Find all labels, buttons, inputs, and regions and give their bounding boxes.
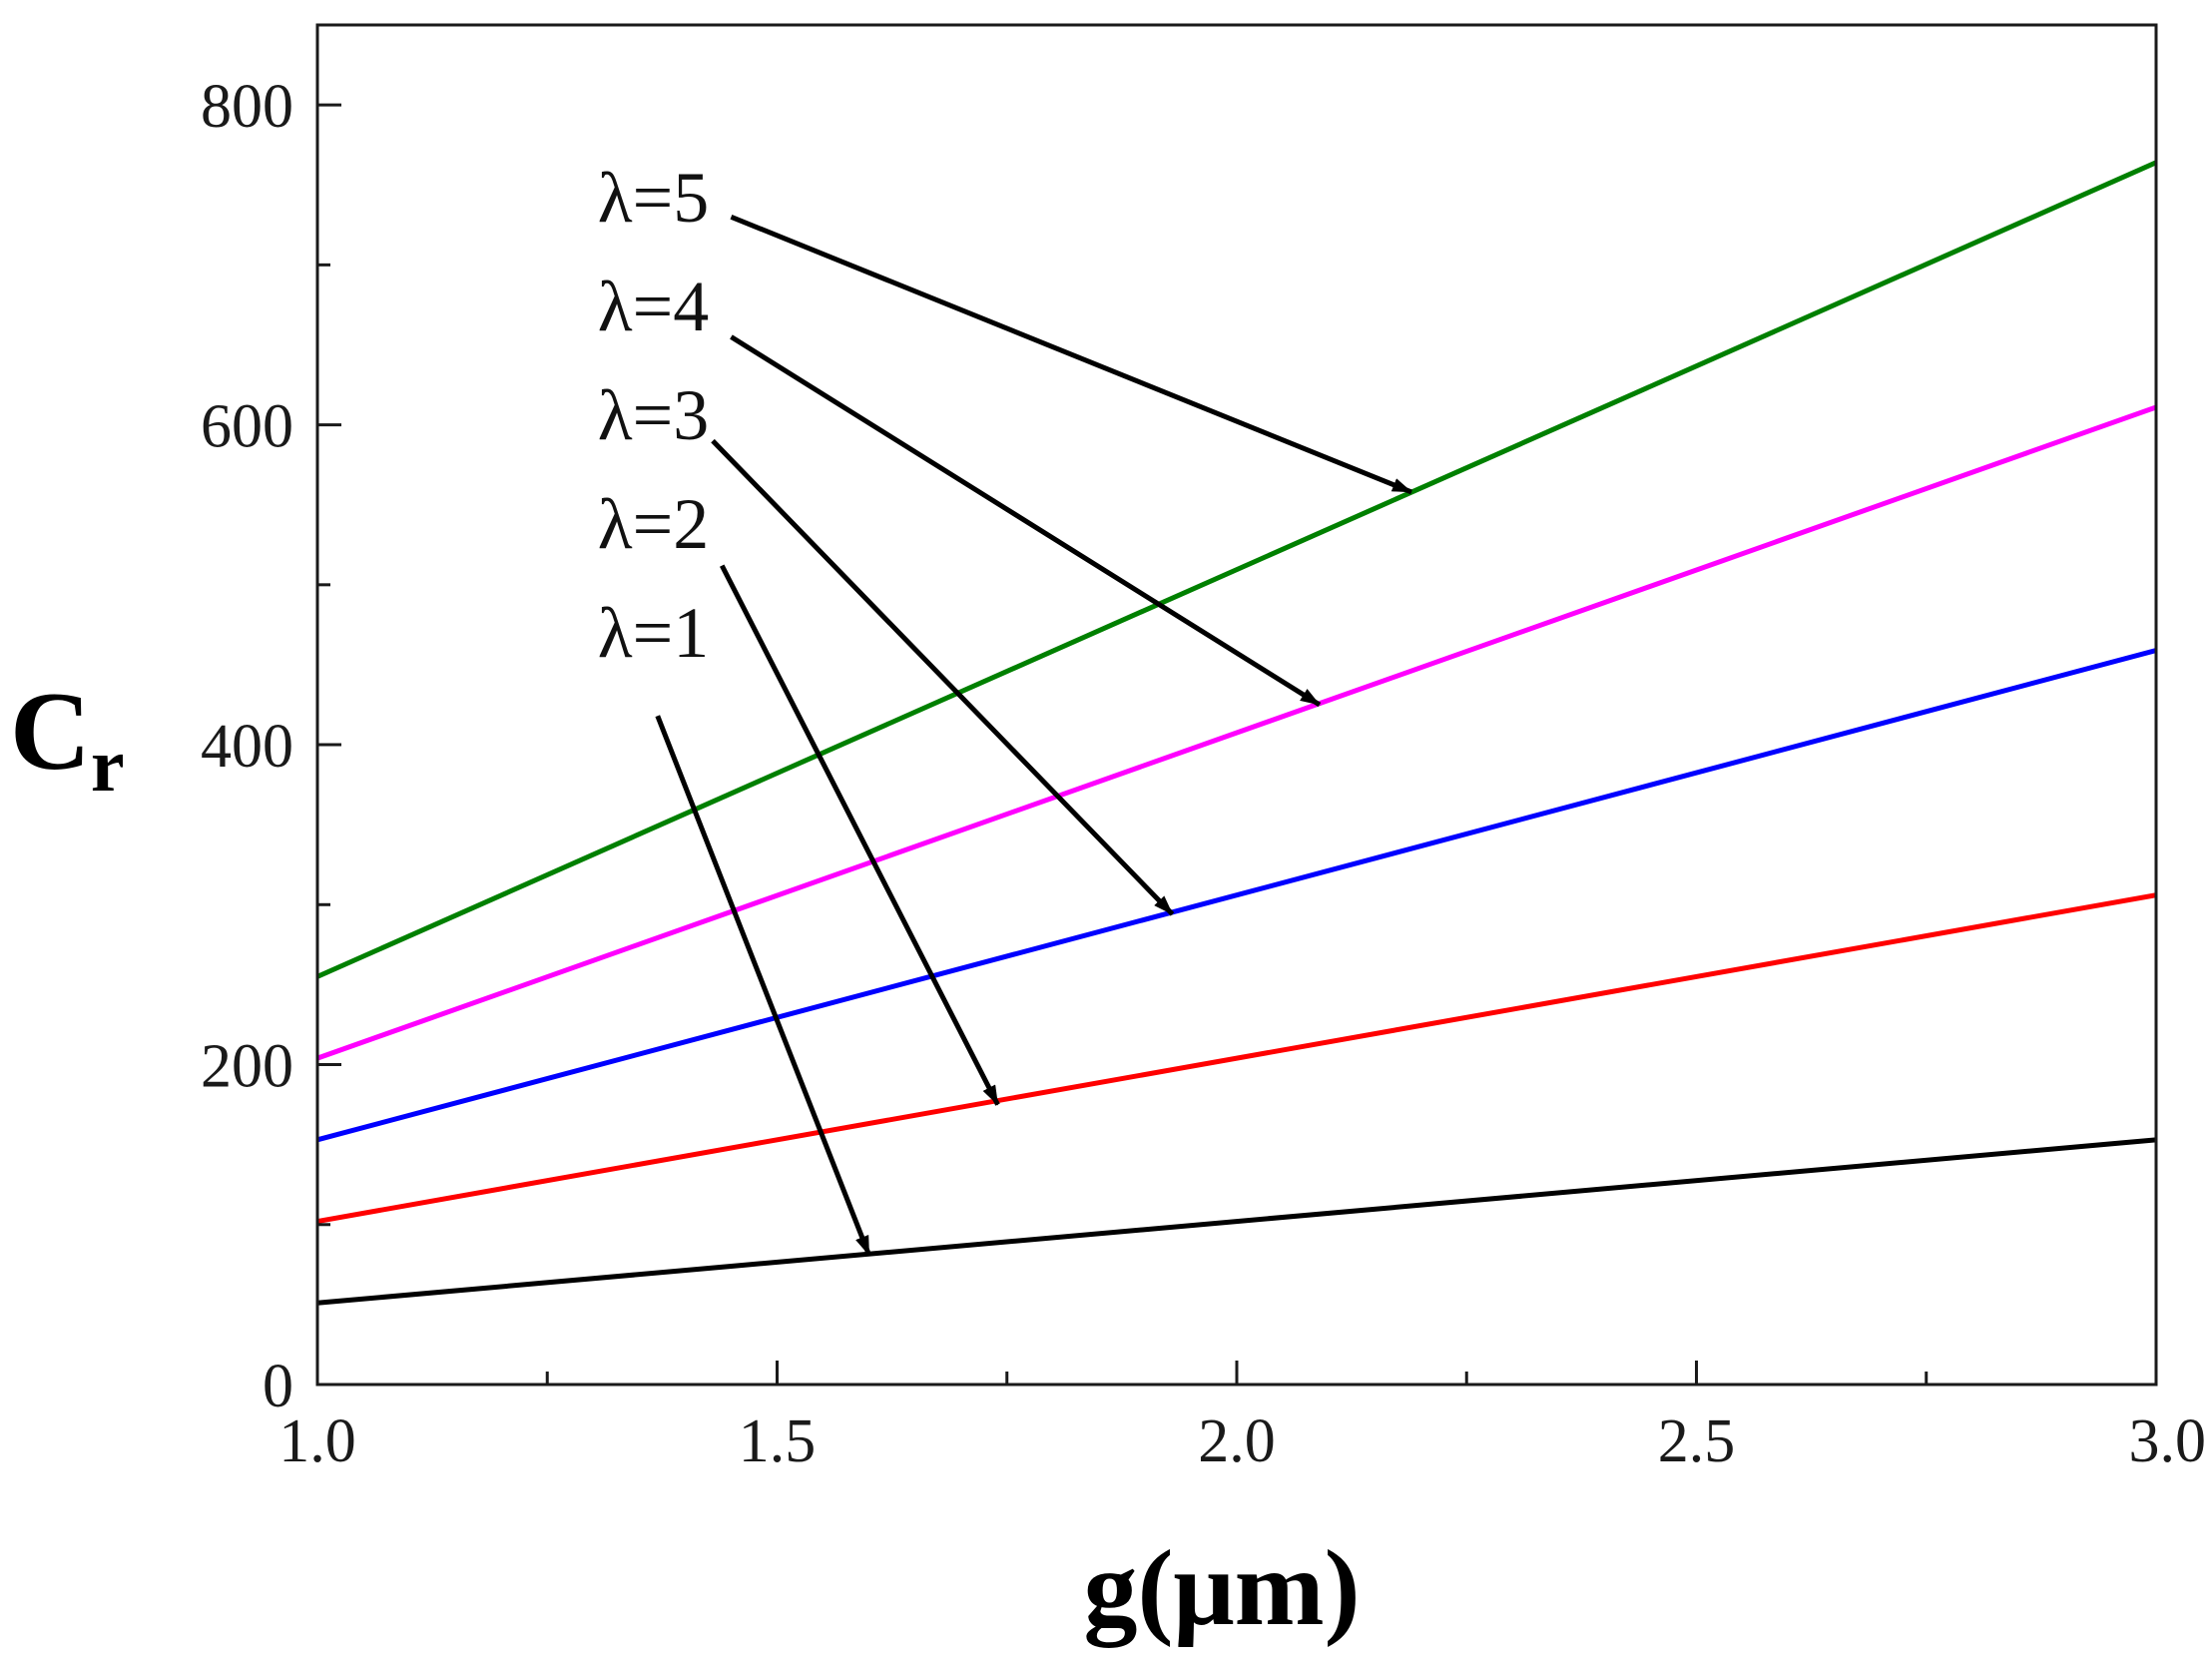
x-axis-title: g(μm) — [1083, 1529, 1360, 1648]
annotation-label: λ=4 — [598, 267, 710, 346]
series-line-3 — [316, 648, 2157, 1143]
plot-lines — [315, 160, 2158, 1306]
y-tick-label: 600 — [201, 393, 293, 461]
y-axis: 0 200 400 600 800 — [201, 73, 341, 1420]
annotation-arrow — [655, 715, 871, 1257]
x-axis: 1.0 1.5 2.0 2.5 3.0 — [278, 1361, 2206, 1475]
series-line-5 — [315, 160, 2158, 979]
series-line-1 — [316, 1137, 2157, 1306]
y-tick-label: 800 — [201, 73, 293, 141]
annotation-label: λ=1 — [598, 593, 710, 673]
annotations: λ=1 λ=2 λ=3 λ=4 λ=5 — [598, 158, 1412, 1257]
annotation-label: λ=3 — [598, 375, 710, 455]
x-tick-label: 3.0 — [2129, 1407, 2207, 1475]
annotation-label: λ=5 — [598, 158, 710, 238]
annotation-arrow — [720, 564, 1000, 1106]
annotation-arrow — [711, 438, 1175, 916]
x-tick-label: 1.0 — [278, 1407, 356, 1475]
plot-frame — [315, 23, 2158, 1387]
series-line-4 — [316, 404, 2157, 1061]
y-axis-title: Cr — [10, 670, 125, 808]
y-axis-title-subscript: r — [91, 724, 125, 808]
y-tick-label: 200 — [201, 1033, 293, 1101]
series-line-2 — [316, 892, 2157, 1225]
annotation-arrow — [730, 334, 1322, 708]
annotation-arrow — [730, 214, 1412, 495]
y-tick-label: 0 — [263, 1353, 293, 1420]
annotation-label: λ=2 — [598, 484, 710, 564]
x-tick-label: 2.5 — [1658, 1407, 1736, 1475]
y-axis-title-main: C — [10, 670, 91, 794]
y-tick-label: 400 — [201, 713, 293, 781]
x-tick-label: 2.0 — [1198, 1407, 1276, 1475]
x-tick-label: 1.5 — [739, 1407, 817, 1475]
